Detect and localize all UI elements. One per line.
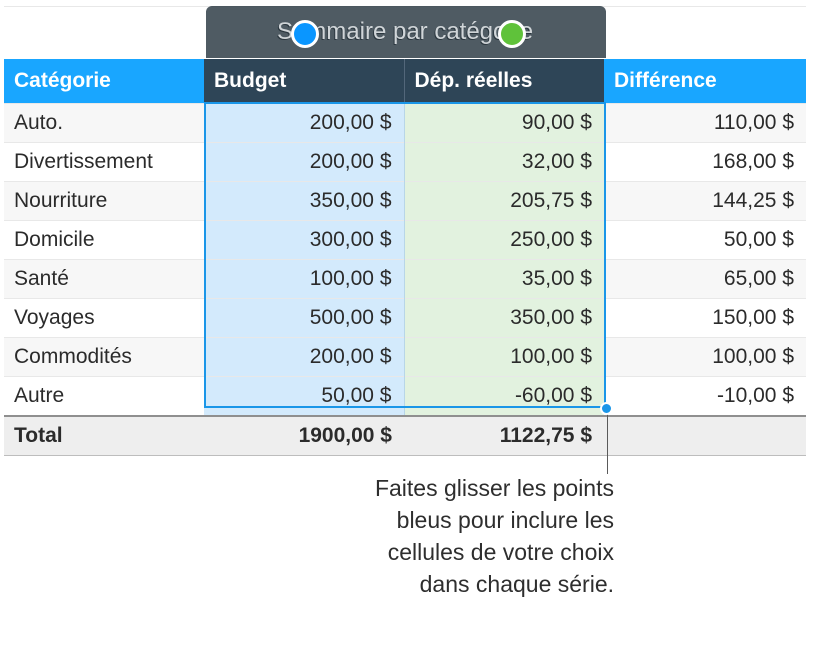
table-row[interactable]: Domicile300,00 $250,00 $50,00 $ <box>4 220 806 259</box>
cell-budget[interactable]: 100,00 $ <box>204 259 404 298</box>
cell-diff[interactable]: 50,00 $ <box>604 220 806 259</box>
cell-category[interactable]: Domicile <box>4 220 204 259</box>
cell-dep[interactable]: 100,00 $ <box>404 337 604 376</box>
cell-category[interactable]: Santé <box>4 259 204 298</box>
cell-dep[interactable]: 32,00 $ <box>404 142 604 181</box>
selection-drag-handle[interactable] <box>600 402 613 415</box>
header-row: Catégorie Budget Dép. réelles Différence <box>4 59 806 104</box>
cell-dep[interactable]: 205,75 $ <box>404 181 604 220</box>
total-dep: 1122,75 $ <box>404 416 604 456</box>
table-row[interactable]: Nourriture350,00 $205,75 $144,25 $ <box>4 181 806 220</box>
cell-budget[interactable]: 200,00 $ <box>204 103 404 142</box>
cell-budget[interactable]: 300,00 $ <box>204 220 404 259</box>
cell-diff[interactable]: 168,00 $ <box>604 142 806 181</box>
cell-diff[interactable]: 65,00 $ <box>604 259 806 298</box>
cell-diff[interactable]: 110,00 $ <box>604 103 806 142</box>
cell-category[interactable]: Divertissement <box>4 142 204 181</box>
total-row: Total 1900,00 $ 1122,75 $ <box>4 416 806 456</box>
cell-diff[interactable]: 100,00 $ <box>604 337 806 376</box>
cell-budget[interactable]: 50,00 $ <box>204 376 404 416</box>
cell-category[interactable]: Nourriture <box>4 181 204 220</box>
col-header-budget[interactable]: Budget <box>204 59 404 104</box>
table-row[interactable]: Santé100,00 $35,00 $65,00 $ <box>4 259 806 298</box>
cell-category[interactable]: Autre <box>4 376 204 416</box>
table-row[interactable]: Divertissement200,00 $32,00 $168,00 $ <box>4 142 806 181</box>
col-header-dep[interactable]: Dép. réelles <box>404 59 604 104</box>
cell-dep[interactable]: 35,00 $ <box>404 259 604 298</box>
cell-budget[interactable]: 500,00 $ <box>204 298 404 337</box>
col-header-category[interactable]: Catégorie <box>4 59 204 104</box>
title-row: Sommaire par catégorie <box>4 7 806 59</box>
cell-category[interactable]: Auto. <box>4 103 204 142</box>
cell-budget[interactable]: 200,00 $ <box>204 337 404 376</box>
cell-dep[interactable]: 350,00 $ <box>404 298 604 337</box>
callout-leader-line <box>607 414 608 474</box>
cell-diff[interactable]: -10,00 $ <box>604 376 806 416</box>
callout-text: Faites glisser les pointsbleus pour incl… <box>274 472 614 600</box>
table-row[interactable]: Commodités200,00 $100,00 $100,00 $ <box>4 337 806 376</box>
total-label: Total <box>4 416 204 456</box>
total-diff <box>604 416 806 456</box>
cell-diff[interactable]: 150,00 $ <box>604 298 806 337</box>
table-row[interactable]: Voyages500,00 $350,00 $150,00 $ <box>4 298 806 337</box>
cell-category[interactable]: Voyages <box>4 298 204 337</box>
cell-budget[interactable]: 200,00 $ <box>204 142 404 181</box>
cell-dep[interactable]: 90,00 $ <box>404 103 604 142</box>
cell-dep[interactable]: 250,00 $ <box>404 220 604 259</box>
cell-dep[interactable]: -60,00 $ <box>404 376 604 416</box>
total-budget: 1900,00 $ <box>204 416 404 456</box>
table-row[interactable]: Auto.200,00 $90,00 $110,00 $ <box>4 103 806 142</box>
table-row[interactable]: Autre50,00 $-60,00 $-10,00 $ <box>4 376 806 416</box>
budget-summary-table[interactable]: Sommaire par catégorie Catégorie Budget … <box>4 6 806 456</box>
cell-diff[interactable]: 144,25 $ <box>604 181 806 220</box>
cell-category[interactable]: Commodités <box>4 337 204 376</box>
col-header-diff[interactable]: Différence <box>604 59 806 104</box>
cell-budget[interactable]: 350,00 $ <box>204 181 404 220</box>
table-title: Sommaire par catégorie <box>4 7 806 59</box>
